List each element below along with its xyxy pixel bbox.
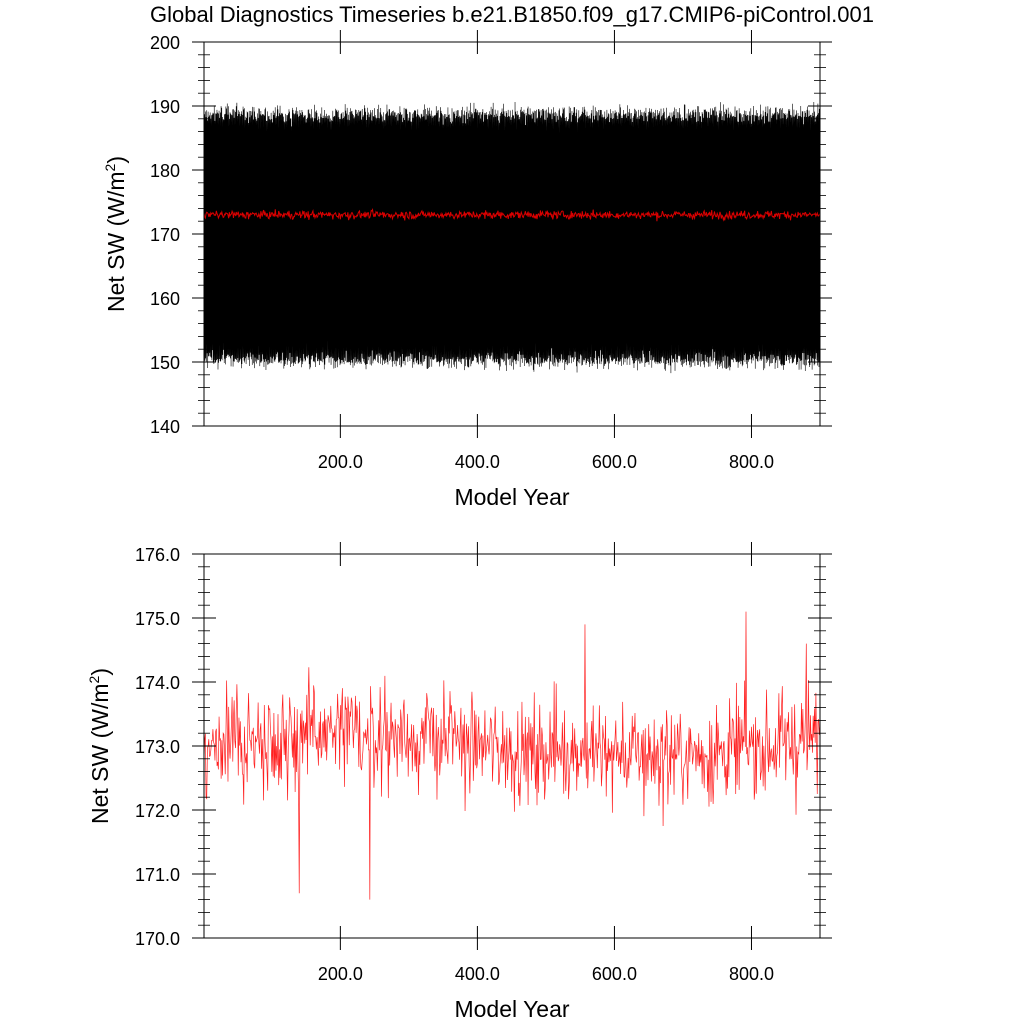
top-plot-area [204,101,820,374]
top-y-axis-label: Net SW (W/m2) [102,156,129,312]
top-x-tick-label: 800.0 [729,452,774,472]
bottom-y-tick-label: 175.0 [135,609,180,629]
top-y-tick-label: 180 [150,161,180,181]
bottom-y-tick-label: 172.0 [135,801,180,821]
bottom-x-tick-label: 800.0 [729,964,774,984]
top-y-tick-label: 140 [150,417,180,437]
bottom-x-tick-label: 600.0 [592,964,637,984]
top-y-axis-label-sup: 2 [102,163,118,171]
bottom-y-tick-label: 174.0 [135,673,180,693]
bottom-y-axis-label: Net SW (W/m2) [86,668,113,824]
top-y-tick-label: 190 [150,97,180,117]
bottom-series-annual-line [204,611,820,900]
top-y-axis-label-close: ) [103,156,129,164]
top-y-tick-label: 170 [150,225,180,245]
top-y-axis-label-main: Net SW (W/m [103,171,129,312]
bottom-x-tick-labels: 200.0 400.0 600.0 800.0 [318,964,774,984]
panel-bottom-net-sw-annual: 170.0 171.0 172.0 173.0 174.0 175.0 176.0 200.… [86,542,832,1022]
top-axis-ticks [192,30,832,438]
top-y-tick-label: 150 [150,353,180,373]
top-series-annual-line [204,207,820,222]
bottom-y-axis-label-main: Net SW (W/m [87,683,113,824]
bottom-x-tick-label: 200.0 [318,964,363,984]
bottom-y-tick-label: 176.0 [135,545,180,565]
figure-title: Global Diagnostics Timeseries b.e21.B185… [150,2,874,27]
bottom-y-axis-label-close: ) [87,668,113,676]
bottom-y-tick-label: 173.0 [135,737,180,757]
bottom-axis-ticks [192,542,832,950]
bottom-y-tick-label: 171.0 [135,865,180,885]
top-x-tick-label: 600.0 [592,452,637,472]
bottom-y-tick-label: 170.0 [135,929,180,949]
top-series-monthly-line [204,101,820,374]
top-x-tick-labels: 200.0 400.0 600.0 800.0 [318,452,774,472]
top-y-tick-labels: 140 150 160 170 180 190 200 [150,33,180,437]
bottom-x-axis-label: Model Year [454,996,569,1022]
bottom-plot-area [204,611,820,900]
top-y-tick-label: 160 [150,289,180,309]
bottom-x-tick-label: 400.0 [455,964,500,984]
bottom-y-tick-labels: 170.0 171.0 172.0 173.0 174.0 175.0 176.0 [135,545,180,949]
top-x-tick-label: 400.0 [455,452,500,472]
bottom-y-axis-label-sup: 2 [86,675,102,683]
top-y-tick-label: 200 [150,33,180,53]
top-x-axis-label: Model Year [454,484,569,510]
panel-top-net-sw-monthly: 140 150 160 170 180 190 200 200.0 400.0 600.0 800… [102,30,832,510]
top-x-tick-label: 200.0 [318,452,363,472]
